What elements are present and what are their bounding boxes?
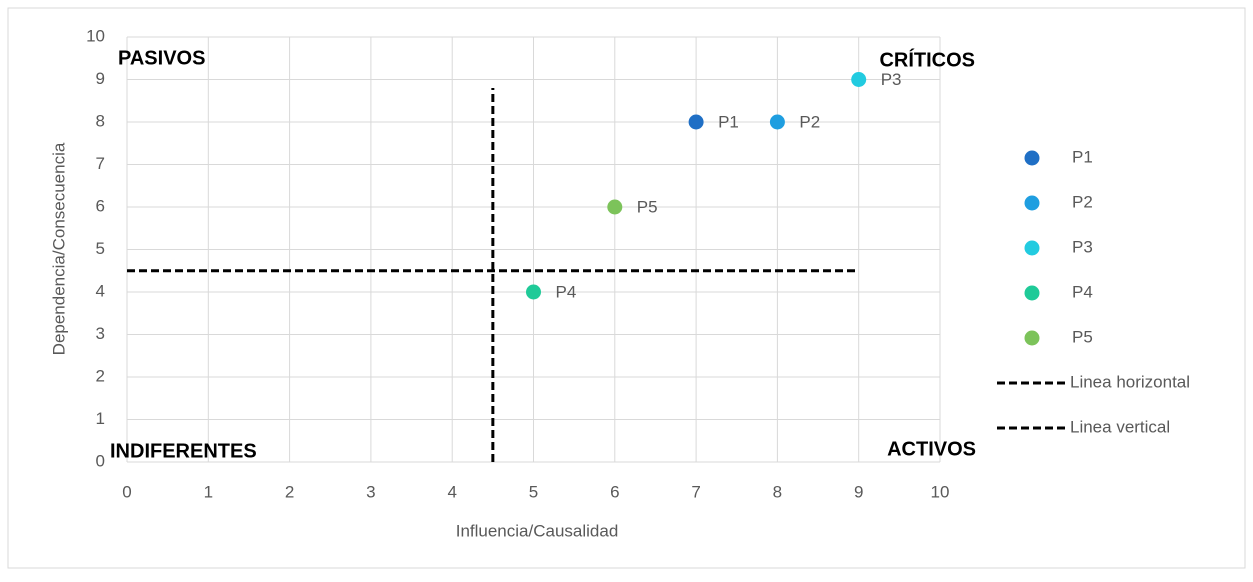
- y-tick-label: 1: [96, 409, 105, 428]
- y-tick-label: 7: [96, 154, 105, 173]
- x-tick-label: 8: [773, 482, 782, 501]
- legend-marker: [1024, 240, 1040, 256]
- x-tick-label: 5: [529, 482, 538, 501]
- y-tick-label: 4: [96, 281, 105, 300]
- y-tick-label: 5: [96, 239, 105, 258]
- legend-label: Linea horizontal: [1070, 372, 1190, 391]
- y-tick-label: 2: [96, 366, 105, 385]
- quadrant-label: CRÍTICOS: [879, 48, 975, 71]
- x-tick-label: 10: [931, 482, 950, 501]
- y-tick-label: 9: [96, 69, 105, 88]
- quadrant-label: INDIFERENTES: [110, 440, 257, 462]
- y-tick-label: 3: [96, 324, 105, 343]
- point: [688, 114, 704, 130]
- x-tick-label: 3: [366, 482, 375, 501]
- legend-label: Linea vertical: [1070, 417, 1170, 436]
- legend-label: P1: [1072, 147, 1093, 166]
- legend-marker: [1024, 330, 1040, 346]
- y-tick-label: 10: [86, 26, 105, 45]
- x-tick-label: 6: [610, 482, 619, 501]
- x-tick-label: 0: [122, 482, 131, 501]
- point: [769, 114, 785, 130]
- y-tick-label: 6: [96, 196, 105, 215]
- legend-marker: [1024, 195, 1040, 211]
- legend-marker: [1024, 150, 1040, 166]
- x-tick-label: 4: [447, 482, 456, 501]
- legend-marker: [1024, 285, 1040, 301]
- point: [526, 284, 541, 300]
- data-label: P2: [799, 112, 820, 131]
- point: [607, 199, 623, 215]
- quadrant-label: PASIVOS: [118, 47, 205, 69]
- data-label: P3: [881, 70, 902, 89]
- legend-label: P2: [1072, 192, 1093, 211]
- data-label: P4: [556, 282, 577, 301]
- data-label: P1: [718, 112, 739, 131]
- quadrant-label: ACTIVOS: [887, 438, 976, 460]
- x-tick-label: 7: [691, 482, 700, 501]
- point: [851, 72, 867, 87]
- legend-label: P5: [1072, 327, 1093, 346]
- x-tick-label: 1: [204, 482, 213, 501]
- legend-label: P3: [1072, 237, 1093, 256]
- chart-border: [7, 7, 1246, 569]
- data-label: P5: [637, 197, 658, 216]
- legend-label: P4: [1072, 282, 1093, 301]
- y-axis-label: Dependencia/Consecuencia: [49, 142, 68, 355]
- x-tick-label: 2: [285, 482, 294, 501]
- y-tick-label: 0: [96, 451, 105, 470]
- x-tick-label: 9: [854, 482, 863, 501]
- x-axis-label: Influencia/Causalidad: [456, 521, 619, 540]
- y-tick-label: 8: [96, 111, 105, 130]
